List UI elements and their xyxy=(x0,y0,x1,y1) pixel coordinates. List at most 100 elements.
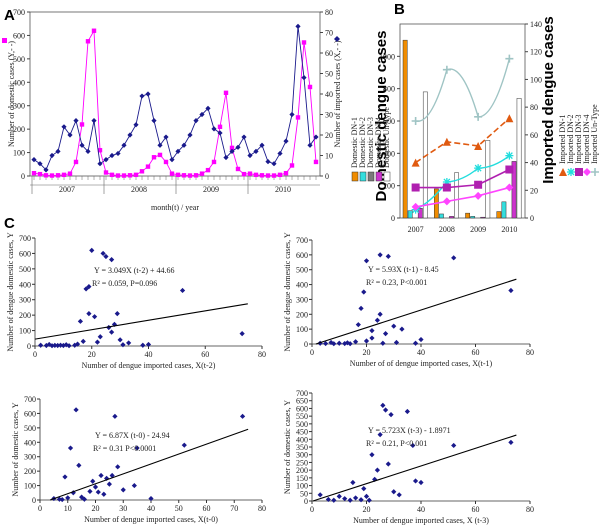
imported-point xyxy=(223,154,229,161)
y-tick-label: 700 xyxy=(24,395,36,404)
y-right-tick-label: 50 xyxy=(325,70,333,79)
domestic-bar xyxy=(465,212,470,219)
imported-point xyxy=(199,111,205,118)
data-point xyxy=(451,442,457,449)
data-point xyxy=(355,322,361,328)
domestic-point xyxy=(85,39,91,44)
regression-equation: Y = 5.93X (t-1) - 8.45 xyxy=(368,265,439,274)
domestic-point xyxy=(307,84,313,90)
data-point xyxy=(38,342,44,348)
data-point xyxy=(115,464,121,470)
y-right-axis-label: Number of imported cases (X,- -) xyxy=(333,40,342,147)
y-right-tick-label: 40 xyxy=(530,159,538,168)
domestic-point xyxy=(271,173,277,178)
regression-line xyxy=(49,428,249,501)
y-tick-label: 0 xyxy=(32,496,36,505)
data-point xyxy=(342,496,348,502)
data-point xyxy=(239,331,245,337)
imported-point xyxy=(295,23,301,29)
y-tick-label: 450 xyxy=(296,428,308,437)
y-tick-label: 100 xyxy=(296,325,308,334)
data-point xyxy=(342,340,348,347)
x-category-label: 2010 xyxy=(501,225,517,234)
imported-point xyxy=(127,132,133,138)
data-point xyxy=(109,329,115,335)
x-tick-label: 80 xyxy=(258,350,266,359)
line-legend-label: Imported DN-1 xyxy=(558,114,567,164)
data-point xyxy=(92,484,99,490)
domestic-point xyxy=(205,167,211,173)
domestic-point xyxy=(127,173,133,178)
domestic-point xyxy=(295,115,301,120)
regression-line xyxy=(315,278,517,345)
data-point xyxy=(104,475,110,481)
data-point xyxy=(86,284,92,290)
x-axis-label: Number of of dengue imported cases, X(t-… xyxy=(350,359,493,368)
data-point xyxy=(100,250,106,257)
x-tick-label: 0 xyxy=(310,505,314,514)
y-tick-label: 300 xyxy=(296,451,308,460)
data-point xyxy=(109,472,115,479)
data-point xyxy=(101,491,107,497)
data-point xyxy=(43,342,49,349)
domestic-point xyxy=(169,171,175,176)
domestic-bar xyxy=(470,216,476,219)
y-right-tick-label: 0 xyxy=(530,214,534,223)
x-category-label: 2008 xyxy=(439,225,455,234)
y-right-tick-label: 40 xyxy=(325,90,333,99)
imported-point xyxy=(442,183,451,192)
domestic-point xyxy=(73,159,79,165)
data-point xyxy=(363,493,370,499)
data-point xyxy=(358,497,364,503)
imported-point xyxy=(271,161,277,167)
imported-point xyxy=(157,142,163,148)
imported-point xyxy=(505,54,514,63)
domestic-point xyxy=(289,163,295,168)
domestic-point xyxy=(247,171,253,176)
domestic-point xyxy=(163,159,169,165)
data-point xyxy=(382,407,389,413)
y-right-tick-label: 20 xyxy=(530,186,538,195)
y-tick-label: 700 xyxy=(296,389,308,398)
data-point xyxy=(377,252,383,258)
data-point xyxy=(369,452,375,458)
y-tick-label: 0 xyxy=(304,497,308,506)
line-legend-label: Imported Un-Type xyxy=(590,104,599,164)
data-point xyxy=(369,335,375,341)
regression-line xyxy=(34,303,248,340)
y-tick-label: 400 xyxy=(296,281,308,290)
domestic-bar xyxy=(402,39,408,219)
imported-point xyxy=(187,132,193,138)
domestic-point xyxy=(313,159,319,165)
y-left-tick-label: 0 xyxy=(391,214,395,223)
data-point xyxy=(363,338,370,344)
regression-equation: Y = 5.723X (t-3) - 1.8971 xyxy=(368,426,451,435)
x-tick-label: 70 xyxy=(230,504,238,513)
y-right-tick-label: 120 xyxy=(530,48,542,57)
imported-point xyxy=(229,148,235,154)
imported-point xyxy=(79,142,85,148)
imported-point xyxy=(301,75,307,81)
imported-point xyxy=(115,150,121,157)
data-point xyxy=(391,489,397,495)
data-point xyxy=(114,311,120,317)
y-tick-label: 600 xyxy=(24,409,36,418)
data-point xyxy=(361,486,367,492)
data-point xyxy=(380,402,386,408)
domestic-point xyxy=(97,148,103,153)
y-tick-label: 650 xyxy=(296,397,308,406)
data-point xyxy=(418,336,424,343)
data-point xyxy=(98,472,104,479)
imported-point xyxy=(145,91,151,97)
y-left-tick-label: 500 xyxy=(13,55,25,64)
imported-point xyxy=(474,141,483,150)
data-point xyxy=(148,495,154,502)
x-tick-label: 80 xyxy=(526,348,534,357)
imported-point xyxy=(474,191,483,200)
imported-point xyxy=(85,148,91,154)
data-point xyxy=(49,343,55,349)
y-tick-label: 400 xyxy=(296,435,308,444)
data-point xyxy=(112,413,118,419)
domestic-point xyxy=(31,170,37,176)
y-left-tick-label: 200 xyxy=(383,182,395,191)
